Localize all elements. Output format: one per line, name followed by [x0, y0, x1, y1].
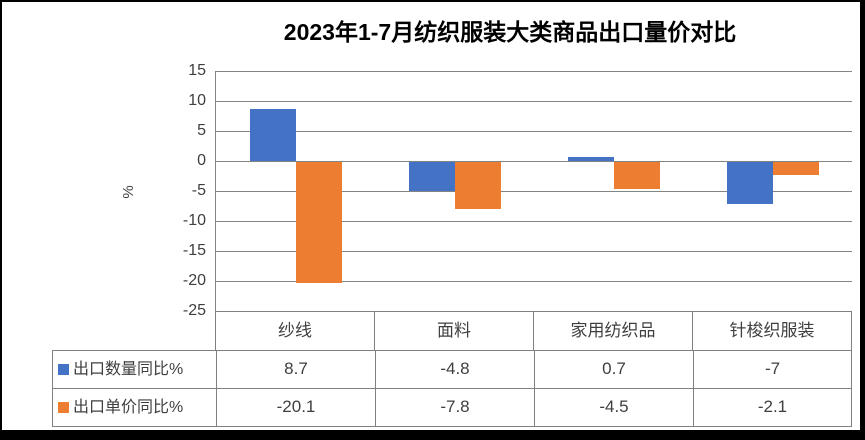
category-label-home-textiles: 家用纺织品 [533, 312, 692, 350]
frame-border-top [0, 0, 865, 2]
gridline [216, 161, 852, 162]
bar-series0-cat1 [409, 162, 455, 191]
category-label-fabric: 面料 [374, 312, 533, 350]
bar-series1-cat2 [614, 162, 660, 189]
series-legend-cell: 出口数量同比% [53, 351, 216, 388]
y-axis-tick-label: 5 [197, 122, 206, 139]
series-legend-cell: 出口单价同比% [53, 389, 216, 426]
table-value: -4.5 [534, 389, 693, 426]
table-value: 8.7 [216, 351, 375, 388]
y-axis-tick-label: -20 [182, 272, 206, 289]
y-axis-tick-label: 15 [188, 62, 206, 79]
frame-border-bottom [0, 430, 865, 440]
gridline [216, 251, 852, 252]
y-axis-tick-label: -15 [182, 242, 206, 259]
table-row-export-unit-price: 出口单价同比% -20.1 -7.8 -4.5 -2.1 [53, 388, 851, 426]
category-label-yarn: 纱线 [278, 321, 312, 340]
bar-series1-cat1 [455, 162, 501, 209]
table-value: -2.1 [693, 389, 851, 426]
bar-series0-cat0 [250, 109, 296, 161]
y-axis-tick-label: -25 [182, 302, 206, 319]
bar-series0-cat2 [568, 157, 614, 161]
table-row-export-quantity: 出口数量同比% 8.7 -4.8 0.7 -7 [53, 351, 851, 388]
gridline [216, 101, 852, 102]
table-value: -7.8 [375, 389, 534, 426]
y-axis-label: % [120, 185, 137, 199]
gridline [216, 71, 852, 72]
y-axis-tick-label: 10 [188, 92, 206, 109]
frame-border-right [860, 0, 865, 440]
gridline [216, 131, 852, 132]
y-axis-tick-label: 0 [197, 152, 206, 169]
y-axis-line [215, 71, 216, 311]
bar-series0-cat3 [727, 162, 773, 204]
legend-swatch-quantity [58, 364, 69, 375]
table-value: -7 [693, 351, 851, 388]
category-header-row: 纱线 面料 家用纺织品 针梭织服装 [215, 311, 852, 351]
bar-series1-cat3 [773, 162, 819, 175]
table-value: -20.1 [216, 389, 375, 426]
table-value: -4.8 [375, 351, 534, 388]
data-table: 出口数量同比% 8.7 -4.8 0.7 -7 出口单价同比% -20.1 -7… [52, 350, 852, 427]
series-name-quantity: 出口数量同比% [73, 360, 184, 378]
y-axis-tick-label: -5 [191, 182, 206, 199]
y-axis-tick-labels: 15 10 5 0 -5 -10 -15 -20 -25 [160, 0, 206, 330]
plot-area [216, 71, 852, 312]
gridline [216, 281, 852, 282]
category-label-apparel: 针梭织服装 [692, 312, 851, 350]
gridline [216, 221, 852, 222]
table-value: 0.7 [534, 351, 693, 388]
gridline [216, 191, 852, 192]
y-axis-tick-label: -10 [182, 212, 206, 229]
frame-border-left [0, 0, 2, 440]
bar-series1-cat0 [296, 162, 342, 283]
series-name-unit-price: 出口单价同比% [73, 398, 184, 416]
chart-title: 2023年1-7月纺织服装大类商品出口量价对比 [283, 19, 737, 45]
legend-swatch-unit-price [58, 402, 69, 413]
